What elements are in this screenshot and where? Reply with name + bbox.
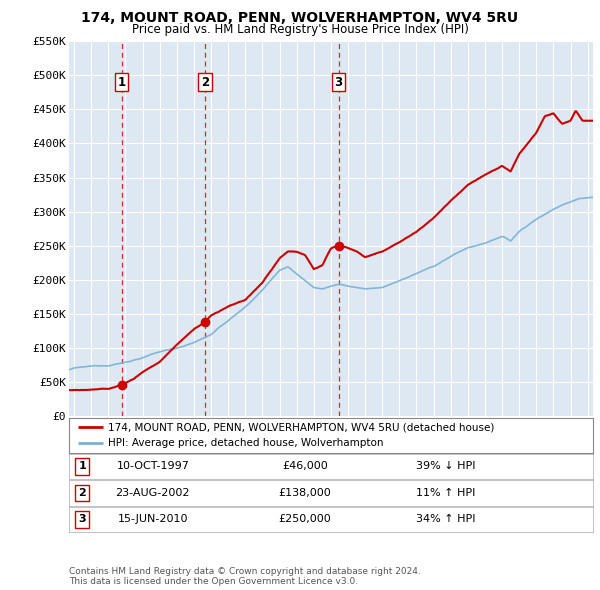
Text: 3: 3 [78, 514, 86, 525]
Text: 3: 3 [335, 76, 343, 88]
Text: 10-OCT-1997: 10-OCT-1997 [116, 461, 189, 471]
Text: £250,000: £250,000 [278, 514, 331, 525]
Text: Price paid vs. HM Land Registry's House Price Index (HPI): Price paid vs. HM Land Registry's House … [131, 23, 469, 36]
Text: 1: 1 [78, 461, 86, 471]
Text: 39% ↓ HPI: 39% ↓ HPI [416, 461, 476, 471]
Text: This data is licensed under the Open Government Licence v3.0.: This data is licensed under the Open Gov… [69, 576, 358, 586]
Text: 1: 1 [118, 76, 126, 88]
Text: £46,000: £46,000 [282, 461, 328, 471]
Text: £138,000: £138,000 [278, 488, 331, 498]
Text: Contains HM Land Registry data © Crown copyright and database right 2024.: Contains HM Land Registry data © Crown c… [69, 566, 421, 576]
Text: 23-AUG-2002: 23-AUG-2002 [116, 488, 190, 498]
Text: 174, MOUNT ROAD, PENN, WOLVERHAMPTON, WV4 5RU (detached house): 174, MOUNT ROAD, PENN, WOLVERHAMPTON, WV… [108, 422, 494, 432]
Text: 34% ↑ HPI: 34% ↑ HPI [416, 514, 476, 525]
Text: 174, MOUNT ROAD, PENN, WOLVERHAMPTON, WV4 5RU: 174, MOUNT ROAD, PENN, WOLVERHAMPTON, WV… [82, 11, 518, 25]
Text: HPI: Average price, detached house, Wolverhampton: HPI: Average price, detached house, Wolv… [108, 438, 384, 448]
Text: 11% ↑ HPI: 11% ↑ HPI [416, 488, 476, 498]
Text: 2: 2 [78, 488, 86, 498]
Text: 15-JUN-2010: 15-JUN-2010 [118, 514, 188, 525]
Text: 2: 2 [201, 76, 209, 88]
